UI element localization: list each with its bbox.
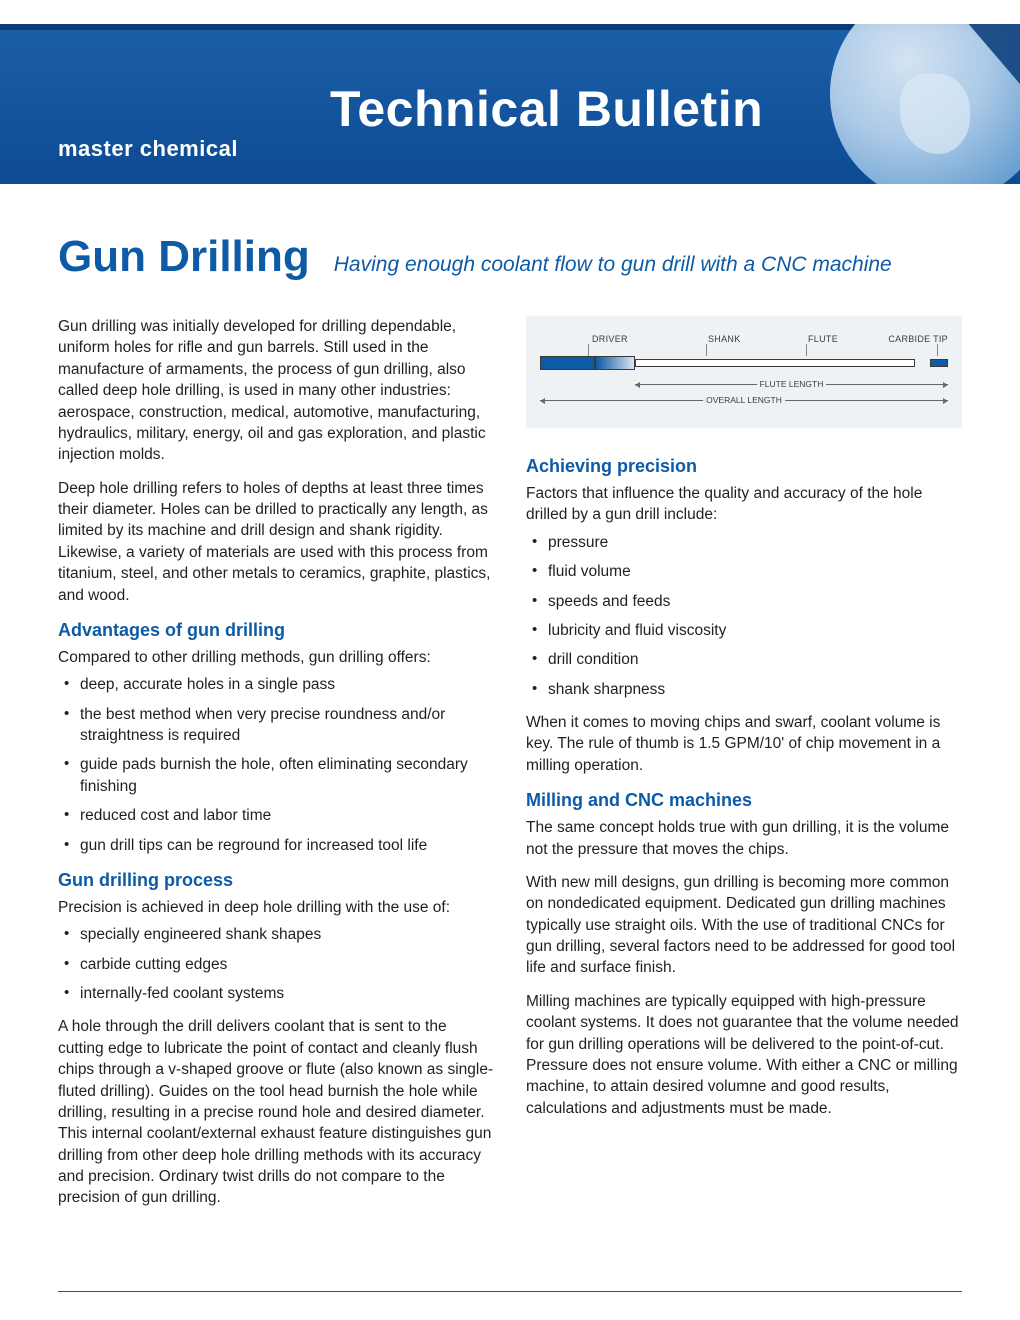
precision-lead: Factors that influence the quality and a… (526, 483, 962, 526)
list-item: guide pads burnish the hole, often elimi… (58, 754, 494, 797)
header-title: Technical Bulletin (330, 80, 763, 138)
diagram-label-flute: FLUTE (808, 334, 838, 344)
milling-p2: With new mill designs, gun drilling is b… (526, 872, 962, 979)
top-strip (0, 0, 1020, 24)
document-title: Gun Drilling (58, 232, 310, 282)
diagram-label-shank: SHANK (708, 334, 741, 344)
flute-length-label: FLUTE LENGTH (757, 379, 827, 389)
document-subtitle: Having enough coolant flow to gun drill … (334, 253, 892, 277)
leader-shank (706, 344, 707, 356)
ribbon-graphic (960, 24, 1020, 84)
advantages-lead: Compared to other drilling methods, gun … (58, 647, 494, 668)
milling-heading: Milling and CNC machines (526, 790, 962, 811)
list-item: internally-fed coolant systems (58, 983, 494, 1004)
footer-rule (58, 1291, 962, 1292)
list-item: reduced cost and labor time (58, 805, 494, 826)
advantages-heading: Advantages of gun drilling (58, 620, 494, 641)
title-row: Gun Drilling Having enough coolant flow … (58, 232, 962, 282)
leader-tip (937, 344, 938, 356)
process-lead: Precision is achieved in deep hole drill… (58, 897, 494, 918)
milling-p3: Milling machines are typically equipped … (526, 991, 962, 1119)
intro-paragraph-1: Gun drilling was initially developed for… (58, 316, 494, 466)
advantages-list: deep, accurate holes in a single pass th… (58, 674, 494, 856)
precision-heading: Achieving precision (526, 456, 962, 477)
drill-body (540, 356, 948, 370)
header-banner: master chemical Technical Bulletin (0, 24, 1020, 184)
milling-p1: The same concept holds true with gun dri… (526, 817, 962, 860)
overall-length-dimension: OVERALL LENGTH (540, 400, 948, 401)
list-item: drill condition (526, 649, 962, 670)
list-item: lubricity and fluid viscosity (526, 620, 962, 641)
shank-segment (635, 359, 915, 367)
leader-driver (588, 344, 589, 356)
diagram-label-driver: DRIVER (592, 334, 628, 344)
list-item: carbide cutting edges (58, 954, 494, 975)
overall-length-label: OVERALL LENGTH (703, 395, 785, 405)
drill-diagram-box: DRIVER SHANK FLUTE CARBIDE TIP (526, 316, 962, 428)
list-item: speeds and feeds (526, 591, 962, 612)
leader-flute (806, 344, 807, 356)
list-item: fluid volume (526, 561, 962, 582)
content-area: Gun Drilling Having enough coolant flow … (0, 184, 1020, 1241)
list-item: pressure (526, 532, 962, 553)
brand-text: master chemical (58, 136, 238, 161)
process-heading: Gun drilling process (58, 870, 494, 891)
list-item: deep, accurate holes in a single pass (58, 674, 494, 695)
drill-diagram: DRIVER SHANK FLUTE CARBIDE TIP (540, 334, 948, 414)
precision-list: pressure fluid volume speeds and feeds l… (526, 532, 962, 700)
driver-segment (540, 356, 595, 370)
page: master chemical Technical Bulletin Gun D… (0, 0, 1020, 1320)
list-item: the best method when very precise roundn… (58, 704, 494, 747)
transition-segment (595, 356, 635, 370)
columns: Gun drilling was initially developed for… (58, 316, 962, 1221)
carbide-tip-segment (930, 359, 948, 367)
flute-length-dimension: FLUTE LENGTH (635, 384, 948, 385)
list-item: specially engineered shank shapes (58, 924, 494, 945)
precision-tail: When it comes to moving chips and swarf,… (526, 712, 962, 776)
right-column: DRIVER SHANK FLUTE CARBIDE TIP (526, 316, 962, 1221)
process-tail: A hole through the drill delivers coolan… (58, 1016, 494, 1208)
diagram-label-carbide-tip: CARBIDE TIP (888, 334, 948, 344)
intro-paragraph-2: Deep hole drilling refers to holes of de… (58, 478, 494, 606)
list-item: shank sharpness (526, 679, 962, 700)
brand-logo: master chemical (58, 136, 238, 162)
list-item: gun drill tips can be reground for incre… (58, 835, 494, 856)
left-column: Gun drilling was initially developed for… (58, 316, 494, 1221)
process-list: specially engineered shank shapes carbid… (58, 924, 494, 1004)
